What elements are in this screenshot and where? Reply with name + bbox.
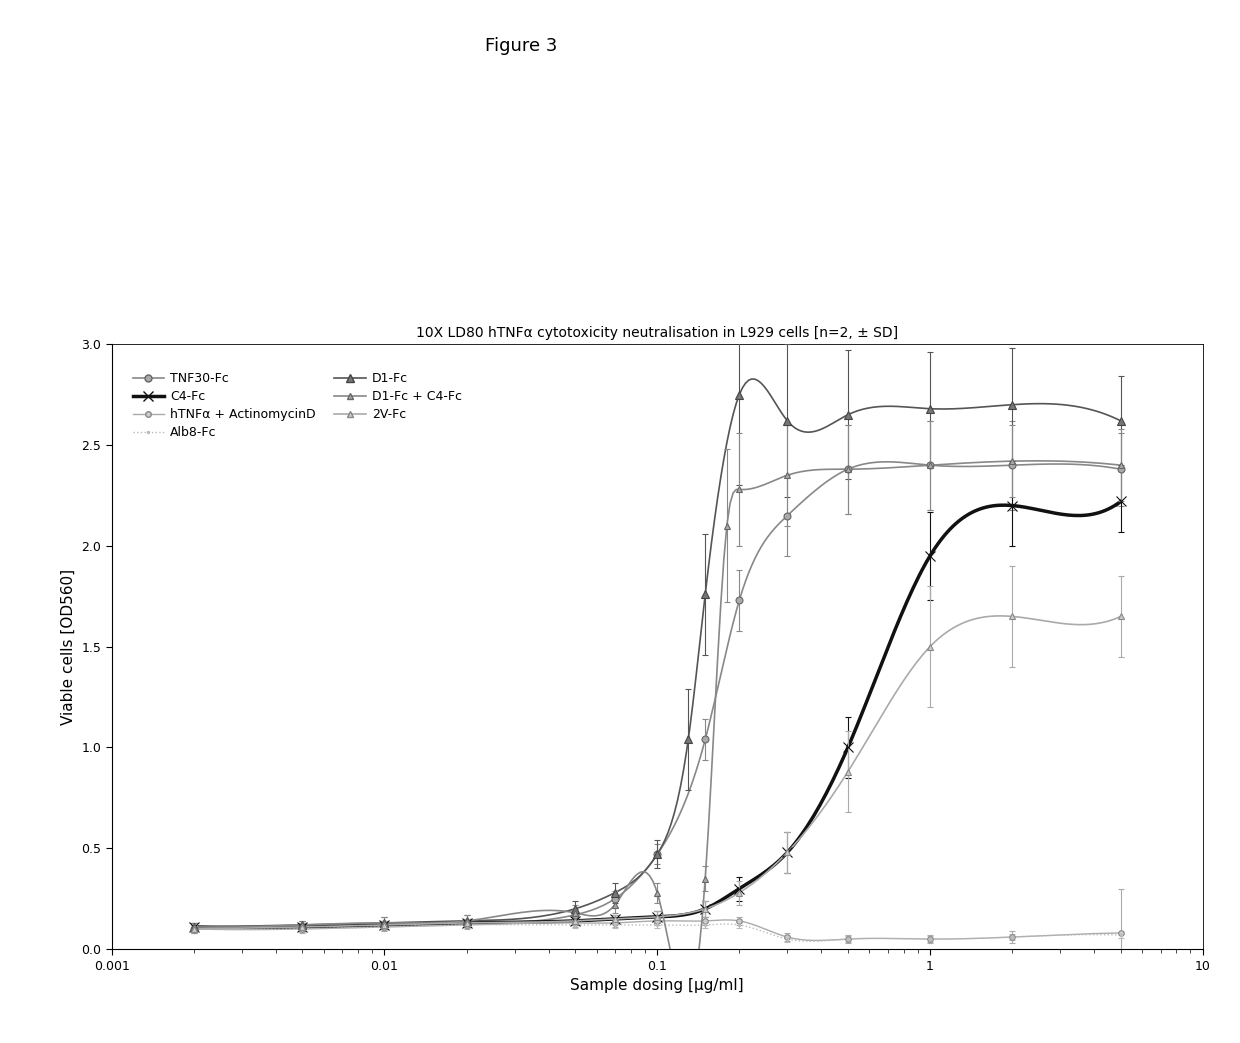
X-axis label: Sample dosing [µg/ml]: Sample dosing [µg/ml] (570, 978, 744, 993)
Title: 10X LD80 hTNFα cytotoxicity neutralisation in L929 cells [n=2, ± SD]: 10X LD80 hTNFα cytotoxicity neutralisati… (417, 326, 898, 340)
Y-axis label: Viable cells [OD560]: Viable cells [OD560] (61, 568, 76, 725)
Text: Figure 3: Figure 3 (485, 37, 557, 54)
Legend: TNF30-Fc, C4-Fc, hTNFα + ActinomycinD, Alb8-Fc, D1-Fc, D1-Fc + C4-Fc, 2V-Fc: TNF30-Fc, C4-Fc, hTNFα + ActinomycinD, A… (129, 368, 466, 443)
